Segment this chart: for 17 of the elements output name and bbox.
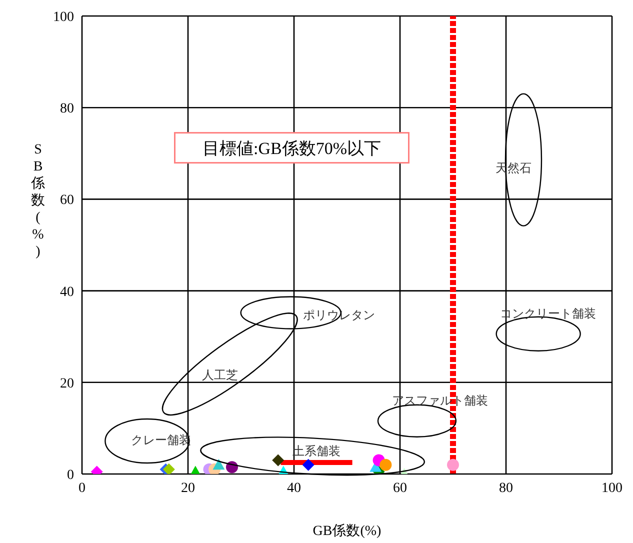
x-axis-title: GB係数(%) xyxy=(312,523,382,539)
y-tick-label: 100 xyxy=(53,10,74,25)
y-tick-label: 60 xyxy=(60,193,74,208)
annotation: 人工芝 xyxy=(202,368,238,382)
y-axis-title: SB係数(%) xyxy=(30,142,45,260)
annotation: ポリウレタン xyxy=(303,308,376,322)
y-tick-label: 40 xyxy=(60,284,74,300)
x-tick-label: 0 xyxy=(78,480,86,496)
y-tick-label: 80 xyxy=(60,102,74,117)
y-tick-label: 0 xyxy=(67,468,74,483)
x-tick-label: 60 xyxy=(393,480,407,496)
y-tick-label: 20 xyxy=(60,376,74,392)
x-tick-label: 100 xyxy=(602,480,622,496)
x-tick-label: 80 xyxy=(499,480,513,496)
x-tick-label: 20 xyxy=(181,480,195,496)
annotation: 目標値:GB係数70%以下 xyxy=(202,138,381,158)
x-tick-label: 40 xyxy=(287,480,301,496)
